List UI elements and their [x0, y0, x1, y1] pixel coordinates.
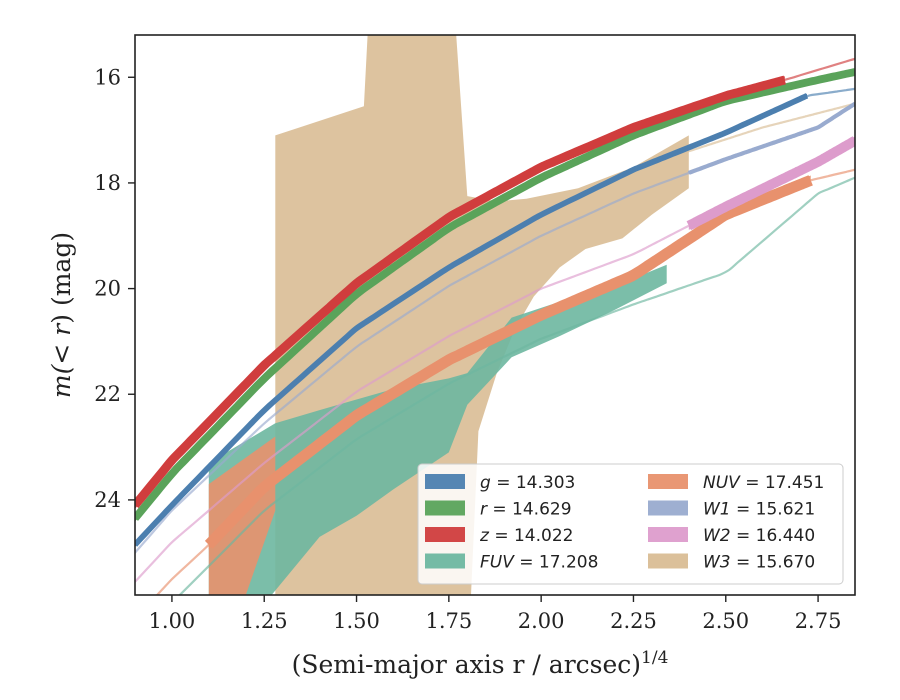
plot-area [135, 35, 855, 595]
fuv-curve [178, 176, 855, 595]
x-tick-label: 2.00 [518, 609, 565, 633]
legend-label-right-0: NUV = 17.451 [703, 473, 824, 493]
x-axis: 1.00 1.25 1.50 1.75 2.00 2.25 2.50 2.75 [149, 595, 842, 633]
legend-label-right-2: W2 = 16.440 [703, 526, 815, 546]
legend-label-left-2: z = 14.022 [479, 526, 573, 546]
x-axis-title: (Semi-major axis r / arcsec)1/4 [292, 648, 669, 679]
x-tick-label: 2.50 [702, 609, 749, 633]
x-tick-label: 1.50 [333, 609, 380, 633]
x-tick-label: 1.25 [241, 609, 288, 633]
w1-band-line [687, 101, 855, 175]
legend-swatch-right-1 [648, 500, 688, 516]
legend-swatch-right-2 [648, 527, 688, 542]
legend-swatch-left-1 [425, 500, 465, 516]
y-axis-title: m(< r) (mag) [47, 232, 76, 398]
y-tick-label: 22 [94, 382, 121, 406]
legend-swatch-left-2 [425, 527, 465, 542]
legend-label-left-3: FUV = 17.208 [480, 553, 598, 573]
y-axis: 16 18 20 22 24 [94, 65, 135, 512]
legend-swatch-right-3 [648, 553, 688, 569]
legend-label-right-3: W3 = 15.670 [703, 553, 815, 573]
x-tick-label: 1.00 [149, 609, 196, 633]
legend-swatch-left-0 [425, 474, 465, 489]
x-tick-label: 2.75 [795, 609, 842, 633]
y-tick-label: 16 [94, 65, 121, 89]
legend-label-left-0: g = 14.303 [480, 473, 575, 493]
w3-curve [687, 102, 855, 153]
g-band-line [135, 93, 809, 547]
fuv-band [208, 235, 667, 595]
r-band-line [135, 68, 855, 521]
plot-frame [134, 34, 856, 596]
y-tick-label: 20 [94, 277, 121, 301]
legend-label-right-1: W1 = 15.621 [703, 500, 815, 520]
y-tick-label: 24 [94, 488, 121, 512]
x-tick-label: 2.25 [610, 609, 657, 633]
legend-box [417, 463, 844, 585]
legend: g = 14.303 r = 14.629 z = 14.022 FUV = 17.2… [417, 463, 844, 585]
legend-label-left-1: r = 14.629 [480, 500, 572, 520]
w2-band-line [686, 136, 855, 231]
y-tick-label: 18 [94, 171, 121, 195]
legend-swatch-right-0 [648, 474, 688, 489]
nuv-band-line [204, 175, 813, 549]
x-tick-label: 1.75 [425, 609, 472, 633]
z-band-line [135, 75, 786, 508]
legend-swatch-left-3 [425, 553, 465, 569]
